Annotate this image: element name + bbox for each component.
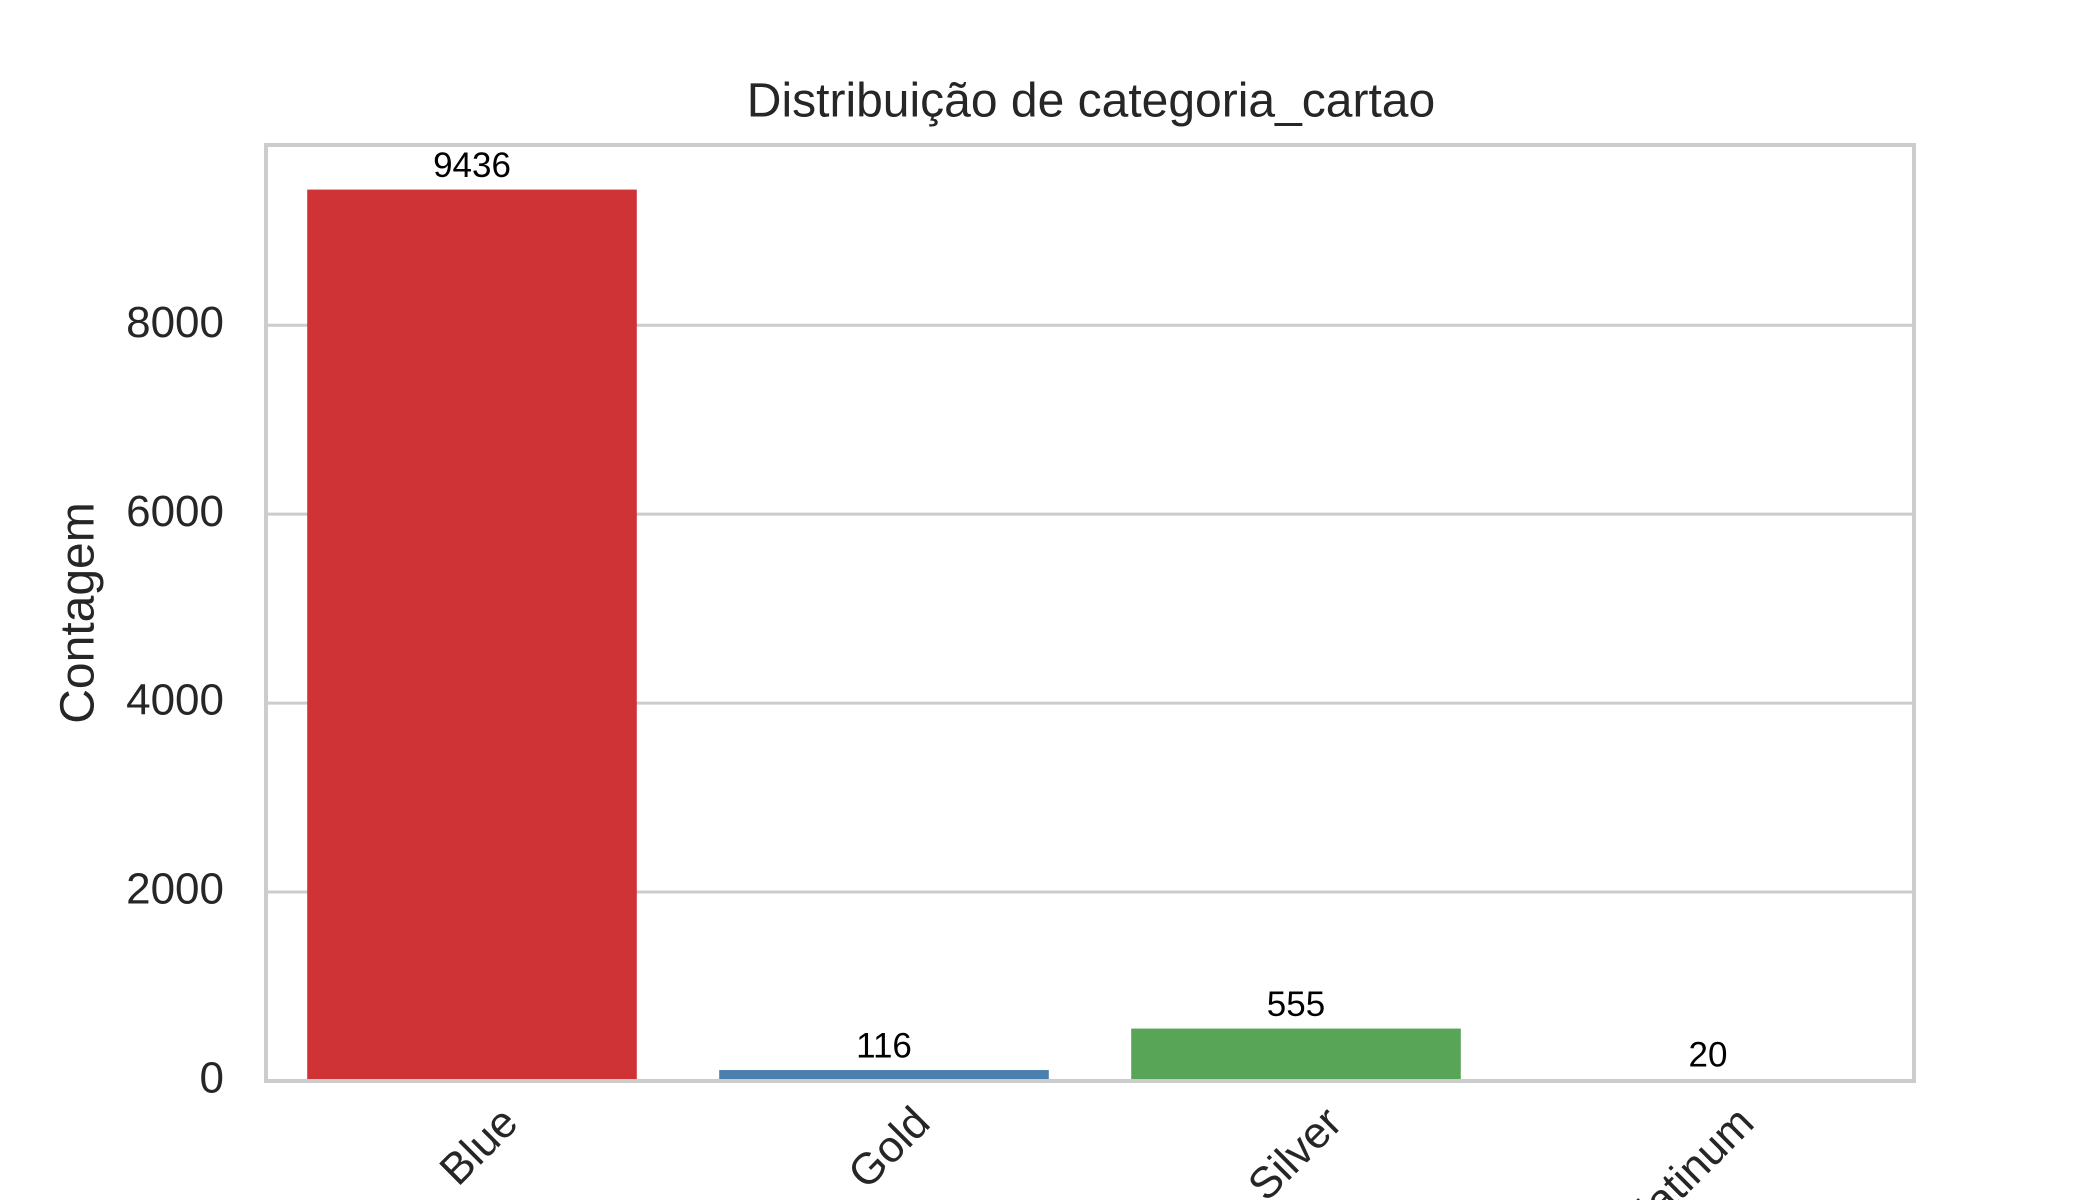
y-tick-label: 8000 [126, 298, 224, 347]
plot-frame [264, 143, 1916, 1083]
x-tick-label: Blue [430, 1098, 527, 1195]
bar [1131, 1028, 1461, 1081]
x-tick-label: Gold [839, 1098, 939, 1198]
bar [307, 189, 637, 1081]
y-tick-label: 4000 [126, 676, 224, 725]
x-tick-label: Platinum [1608, 1098, 1764, 1200]
y-tick-label: 2000 [126, 865, 224, 914]
bar [719, 1070, 1049, 1081]
y-tick-label: 0 [200, 1054, 224, 1103]
y-axis-label: Contagem [52, 502, 105, 723]
value-label: 116 [856, 1026, 912, 1065]
value-label: 555 [1267, 985, 1325, 1024]
value-label: 20 [1689, 1035, 1728, 1074]
x-tick-label: Silver [1239, 1098, 1351, 1200]
chart-title: Distribuição de categoria_cartao [747, 75, 1435, 128]
y-tick-label: 6000 [126, 487, 224, 536]
value-label: 9436 [433, 146, 511, 185]
